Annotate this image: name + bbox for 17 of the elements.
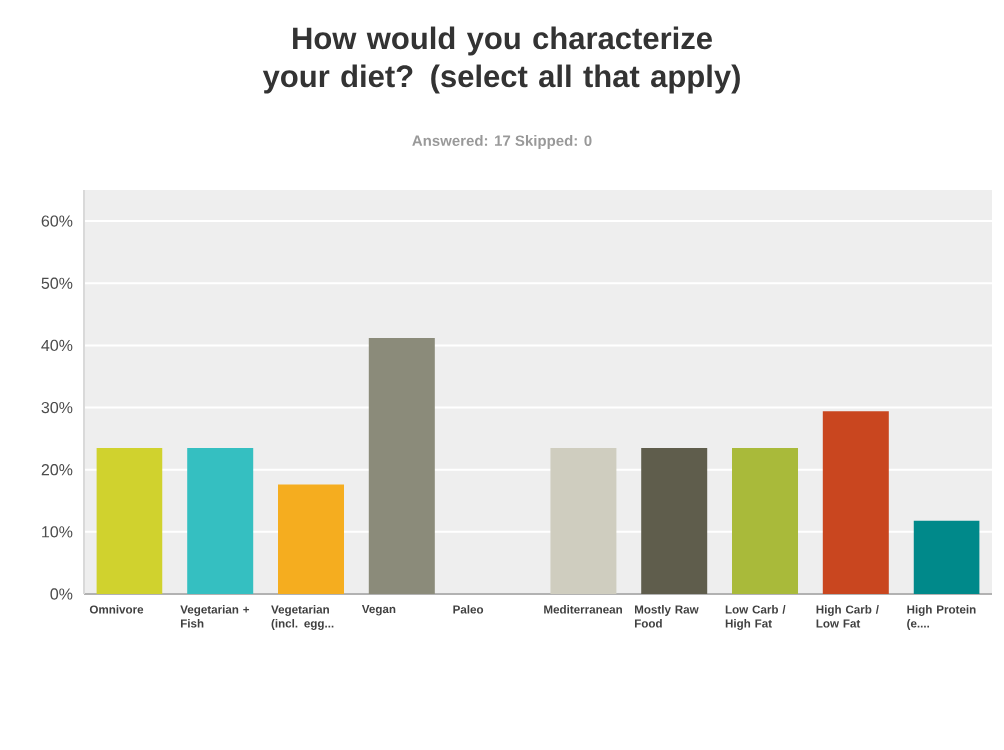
y-tick-label: 60%: [41, 215, 73, 227]
y-tick-label: 20%: [41, 464, 73, 476]
bar: [278, 484, 345, 594]
y-tick-label: 30%: [41, 401, 73, 414]
y-tick-label: 40%: [41, 339, 73, 352]
bar: [913, 520, 980, 594]
chart-title: How would you characterize your diet? (select all that apply): [262, 26, 740, 94]
bar: [732, 447, 799, 594]
y-tick-label: 50%: [41, 277, 73, 289]
bar: [187, 447, 254, 594]
bar: [96, 447, 163, 594]
bar: [822, 411, 889, 594]
bar: [550, 447, 617, 594]
y-tick-label: 0%: [50, 588, 73, 600]
bar: [368, 337, 435, 594]
bar: [641, 447, 708, 594]
y-tick-label: 10%: [42, 526, 73, 538]
